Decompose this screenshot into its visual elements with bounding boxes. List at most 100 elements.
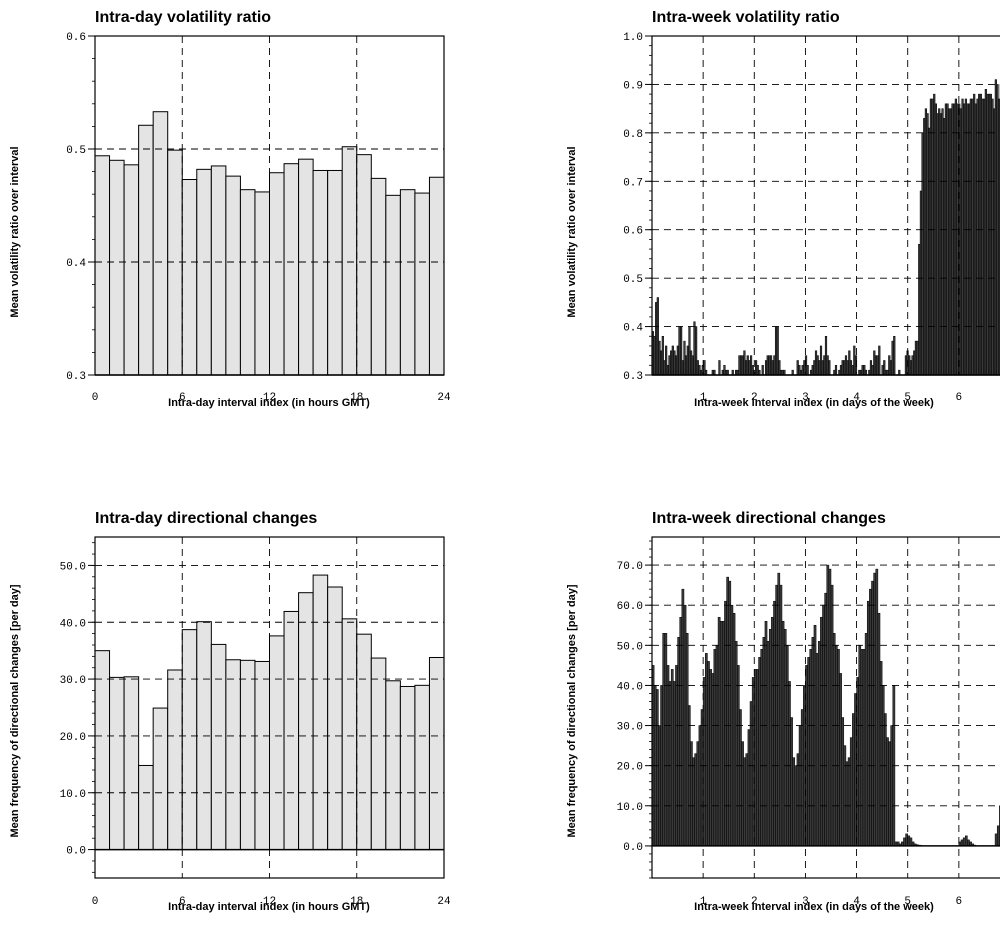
bar	[687, 705, 691, 847]
bar	[341, 146, 358, 376]
bar	[879, 661, 883, 847]
bar	[996, 825, 1000, 847]
bar	[766, 641, 770, 847]
bar	[745, 753, 749, 847]
x-axis: 0 6 12 18 24	[92, 392, 451, 404]
chart-2: Intra-week volatility ratio Mean volatili…	[566, 9, 1000, 409]
bar	[312, 574, 329, 851]
bar	[858, 645, 862, 847]
bar	[852, 713, 855, 847]
bar	[783, 629, 787, 847]
bar	[370, 657, 387, 851]
bar	[254, 660, 270, 851]
bar	[662, 633, 666, 847]
bar	[123, 676, 140, 851]
chart-title: Intra-week volatility ratio	[652, 9, 840, 26]
bar	[269, 172, 285, 376]
x-tick-label: 5	[904, 392, 911, 404]
bar	[960, 839, 964, 847]
bar	[771, 616, 774, 847]
y-tick-label: 10.0	[60, 789, 86, 801]
y-tick-label: 0.8	[623, 129, 643, 141]
x-tick-label: 1	[700, 896, 707, 908]
bar	[962, 837, 966, 847]
y-tick-label: 40.0	[617, 681, 643, 693]
bar	[743, 757, 747, 847]
bar	[707, 661, 710, 847]
chart-title: Intra-day volatility ratio	[95, 9, 271, 26]
x-tick-label: 12	[263, 392, 276, 404]
x-tick-label: 12	[263, 896, 276, 908]
bar	[779, 584, 783, 847]
bar	[864, 633, 868, 847]
bar	[860, 649, 864, 847]
bar	[239, 189, 256, 376]
bar	[790, 717, 793, 847]
x-axis: 1234567	[700, 896, 962, 908]
bar	[760, 649, 764, 847]
x-axis: 0 6 12 18 24	[92, 896, 451, 908]
y-axis: 0.0 10.0 20.0 30.0 40.0 50.0 60.0 70.0	[617, 540, 652, 879]
bar	[777, 572, 781, 847]
bar	[890, 725, 894, 847]
bar	[820, 616, 823, 847]
y-axis-label: Mean frequency of directional changes [p…	[566, 584, 578, 837]
bar	[668, 681, 672, 847]
y-tick-label: 30.0	[60, 675, 86, 687]
bar	[849, 737, 853, 847]
y-axis: 0.0 10.0 20.0 30.0 40.0 50.0	[60, 542, 95, 873]
bar	[994, 833, 998, 847]
y-axis-label: Mean volatility ratio over interval	[566, 146, 578, 317]
bar	[683, 604, 687, 847]
bar	[225, 659, 241, 851]
chart-title: Intra-day directional changes	[95, 510, 317, 527]
y-tick-label: 0.9	[623, 80, 643, 92]
x-axis-label: Intra-day interval index (in hours GMT)	[168, 397, 370, 409]
y-tick-label: 0.7	[623, 177, 643, 189]
bar	[167, 149, 183, 376]
bar	[283, 610, 300, 851]
chart-1: Intra-day volatility ratio Mean volatilit…	[9, 9, 451, 409]
x-tick-label: 0	[92, 896, 99, 908]
bar	[826, 564, 830, 847]
bar	[210, 643, 227, 851]
bar	[965, 835, 968, 847]
bar	[719, 620, 723, 847]
bar	[664, 633, 668, 847]
bar	[764, 620, 768, 847]
y-tick-label: 50.0	[617, 641, 643, 653]
chart-title: Intra-week directional changes	[652, 510, 886, 527]
bar	[875, 568, 879, 847]
y-tick-label: 0.5	[623, 274, 643, 286]
x-axis-label: Intra-day interval index (in hours GMT)	[168, 901, 370, 913]
x-tick-label: 2	[751, 392, 758, 404]
bar	[356, 633, 372, 851]
bar	[824, 592, 827, 847]
bar	[370, 177, 387, 376]
x-tick-label: 6	[179, 896, 186, 908]
y-tick-label: 0.3	[623, 371, 643, 383]
chart-3: Intra-day directional changes Mean freque…	[9, 510, 451, 913]
grid	[652, 537, 1000, 878]
bar	[711, 673, 715, 847]
bar	[167, 669, 183, 851]
x-tick-label: 24	[437, 896, 451, 908]
bar	[677, 637, 680, 847]
bar	[909, 837, 913, 847]
bar-series	[94, 574, 445, 851]
bar	[878, 345, 881, 376]
bar	[788, 681, 791, 847]
bar	[658, 725, 661, 847]
bar	[312, 169, 329, 376]
y-tick-label: 40.0	[60, 618, 86, 630]
bar	[773, 600, 776, 847]
bar	[356, 154, 372, 376]
x-tick-label: 6	[179, 392, 186, 404]
bar	[722, 620, 725, 847]
bar	[877, 612, 881, 847]
bar	[843, 745, 847, 847]
y-tick-label: 0.6	[66, 32, 86, 44]
y-tick-label: 10.0	[617, 802, 643, 814]
bar	[839, 673, 842, 847]
bar	[786, 645, 789, 847]
